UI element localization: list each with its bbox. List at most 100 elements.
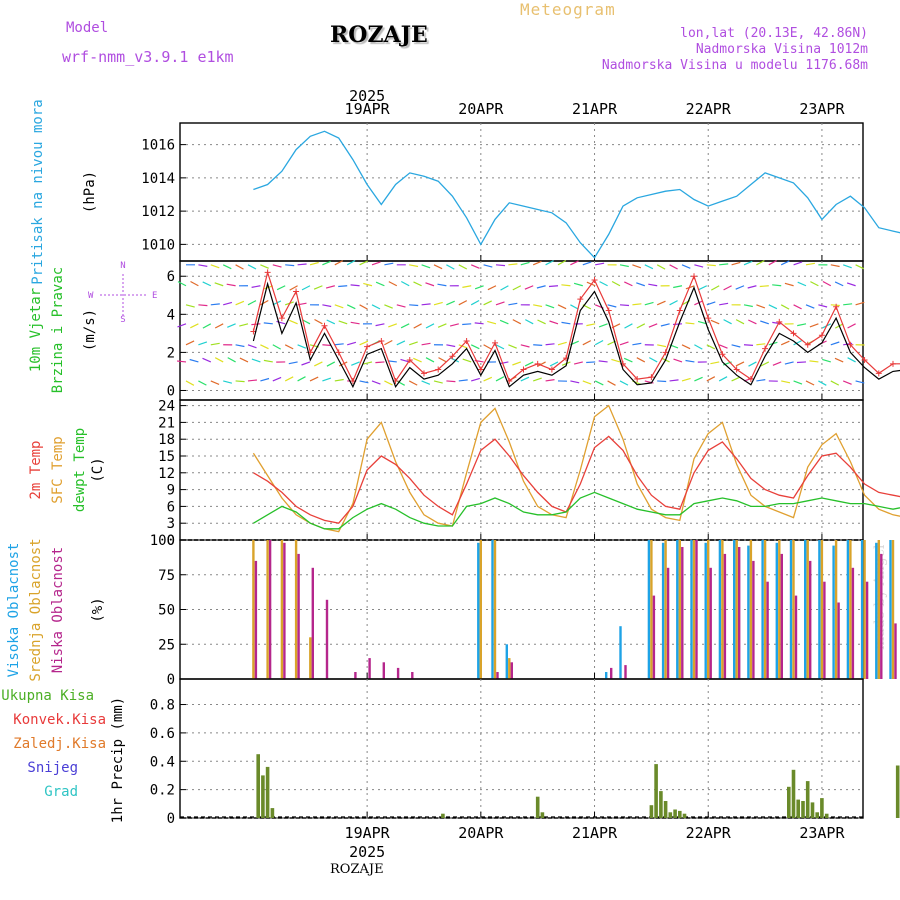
precip-legend-item: Zaledj.Kisa (13, 736, 106, 752)
wind-arrow (346, 259, 356, 266)
wind-arrow (334, 260, 344, 266)
wind-arrow (549, 361, 559, 367)
wind-arrow (768, 259, 777, 266)
wind-arrow (698, 285, 708, 291)
wind-arrow (297, 263, 307, 266)
cloud-bar (695, 540, 698, 679)
cloud-bar (846, 540, 850, 679)
coords-label: lon,lat (20.13E, 42.86N) (680, 26, 868, 41)
gust-marker (321, 322, 328, 329)
wind-arrow (384, 339, 393, 346)
wind-arrow (649, 357, 658, 363)
wind-arrow (401, 280, 410, 287)
y-tick-label: 0.6 (150, 726, 175, 742)
wind-arrow (632, 303, 642, 306)
cloud-bar (676, 540, 679, 679)
wind-arrow (223, 380, 233, 384)
wind-arrow (694, 344, 703, 350)
wind-arrow (483, 300, 492, 306)
wind-arrow (743, 304, 753, 308)
temp-axis-title-2: SFC Temp (50, 436, 66, 503)
wind-arrow (818, 304, 828, 308)
y-tick-label: 0 (167, 811, 175, 827)
wind-arrow (672, 323, 683, 326)
wind-arrow (409, 264, 419, 268)
wind-arrow (537, 361, 546, 367)
panel-frame (179, 399, 864, 541)
wind-arrow (334, 343, 344, 346)
wind-arrow (809, 360, 819, 363)
wind-arrow (210, 342, 220, 346)
day-label-bottom: 23APR (799, 824, 845, 842)
cloud-bar (820, 540, 824, 679)
wind-arrow (834, 357, 844, 363)
wind-arrow (297, 376, 306, 382)
temp-axis-title-1: 2m Temp (28, 440, 44, 499)
wind-arrow (227, 357, 236, 363)
day-label-top: 21APR (572, 100, 618, 118)
wind-arrow (669, 264, 678, 270)
wind-arrow (636, 357, 646, 363)
wind-arrow (570, 380, 580, 384)
wind-arrow (251, 323, 261, 326)
cloud-bar (610, 667, 613, 679)
wind-arrow (425, 323, 435, 329)
wind-arrow (384, 380, 393, 386)
day-label-bottom: 20APR (458, 824, 504, 842)
wind-arrow (198, 264, 208, 267)
wind-arrow (694, 300, 703, 306)
precip-bar (787, 786, 791, 818)
wind-arrow (557, 341, 567, 346)
wind-arrow (685, 322, 695, 325)
wind-arrow (545, 260, 554, 266)
cloud-bar (718, 540, 722, 679)
wind-arrow (375, 361, 385, 364)
station-title: ROZAJE (330, 22, 428, 48)
wind-arrow (359, 260, 368, 266)
year-label-top: 2025 (349, 87, 385, 105)
wind-arrow (694, 264, 704, 268)
y-tick-label: 4 (167, 307, 175, 323)
y-tick-label: 0.8 (150, 698, 175, 714)
gust-marker (605, 307, 612, 314)
wind-arrow (582, 261, 592, 266)
model-label: Model (66, 20, 109, 36)
wind-arrow (309, 261, 319, 266)
gust-marker (548, 366, 555, 373)
gust-marker (719, 351, 726, 358)
gust-marker (776, 318, 783, 325)
day-label-bottom: 19APR (345, 824, 391, 842)
wind-arrow (446, 380, 456, 383)
wind-arrow (425, 282, 435, 287)
compass-w: W (88, 291, 94, 301)
wind-arrow (735, 319, 745, 325)
wind-arrow (656, 300, 666, 306)
wind-arrow (846, 282, 856, 287)
wind-arrow (780, 304, 790, 310)
wind-arrow (524, 361, 534, 367)
wind-arrow (272, 376, 282, 382)
cloud-bar (704, 542, 707, 679)
wind-arrow (719, 263, 729, 266)
day-label-top: 22APR (686, 100, 732, 118)
wind-axis-unit: (m/s) (82, 309, 98, 351)
wind-arrow (669, 379, 679, 382)
wind-arrow (413, 323, 422, 329)
wind-arrow (706, 264, 716, 267)
y-tick-label: 6 (167, 499, 175, 515)
cloud-bar (294, 540, 298, 679)
wind-arrow (301, 285, 311, 291)
cloud-bar (809, 560, 812, 679)
wind-arrow (760, 320, 769, 325)
wind-arrow (400, 358, 410, 363)
wind-arrow (325, 285, 335, 289)
wind-arrow (190, 323, 199, 329)
y-tick-label: 25 (158, 637, 175, 653)
wind-arrow (495, 344, 505, 350)
y-tick-label: 50 (158, 603, 175, 619)
gust-marker (335, 349, 342, 356)
wind-arrow (648, 283, 658, 287)
cloud-bar (891, 540, 895, 679)
cloud-bar (834, 540, 838, 679)
precip-bar (801, 801, 805, 818)
